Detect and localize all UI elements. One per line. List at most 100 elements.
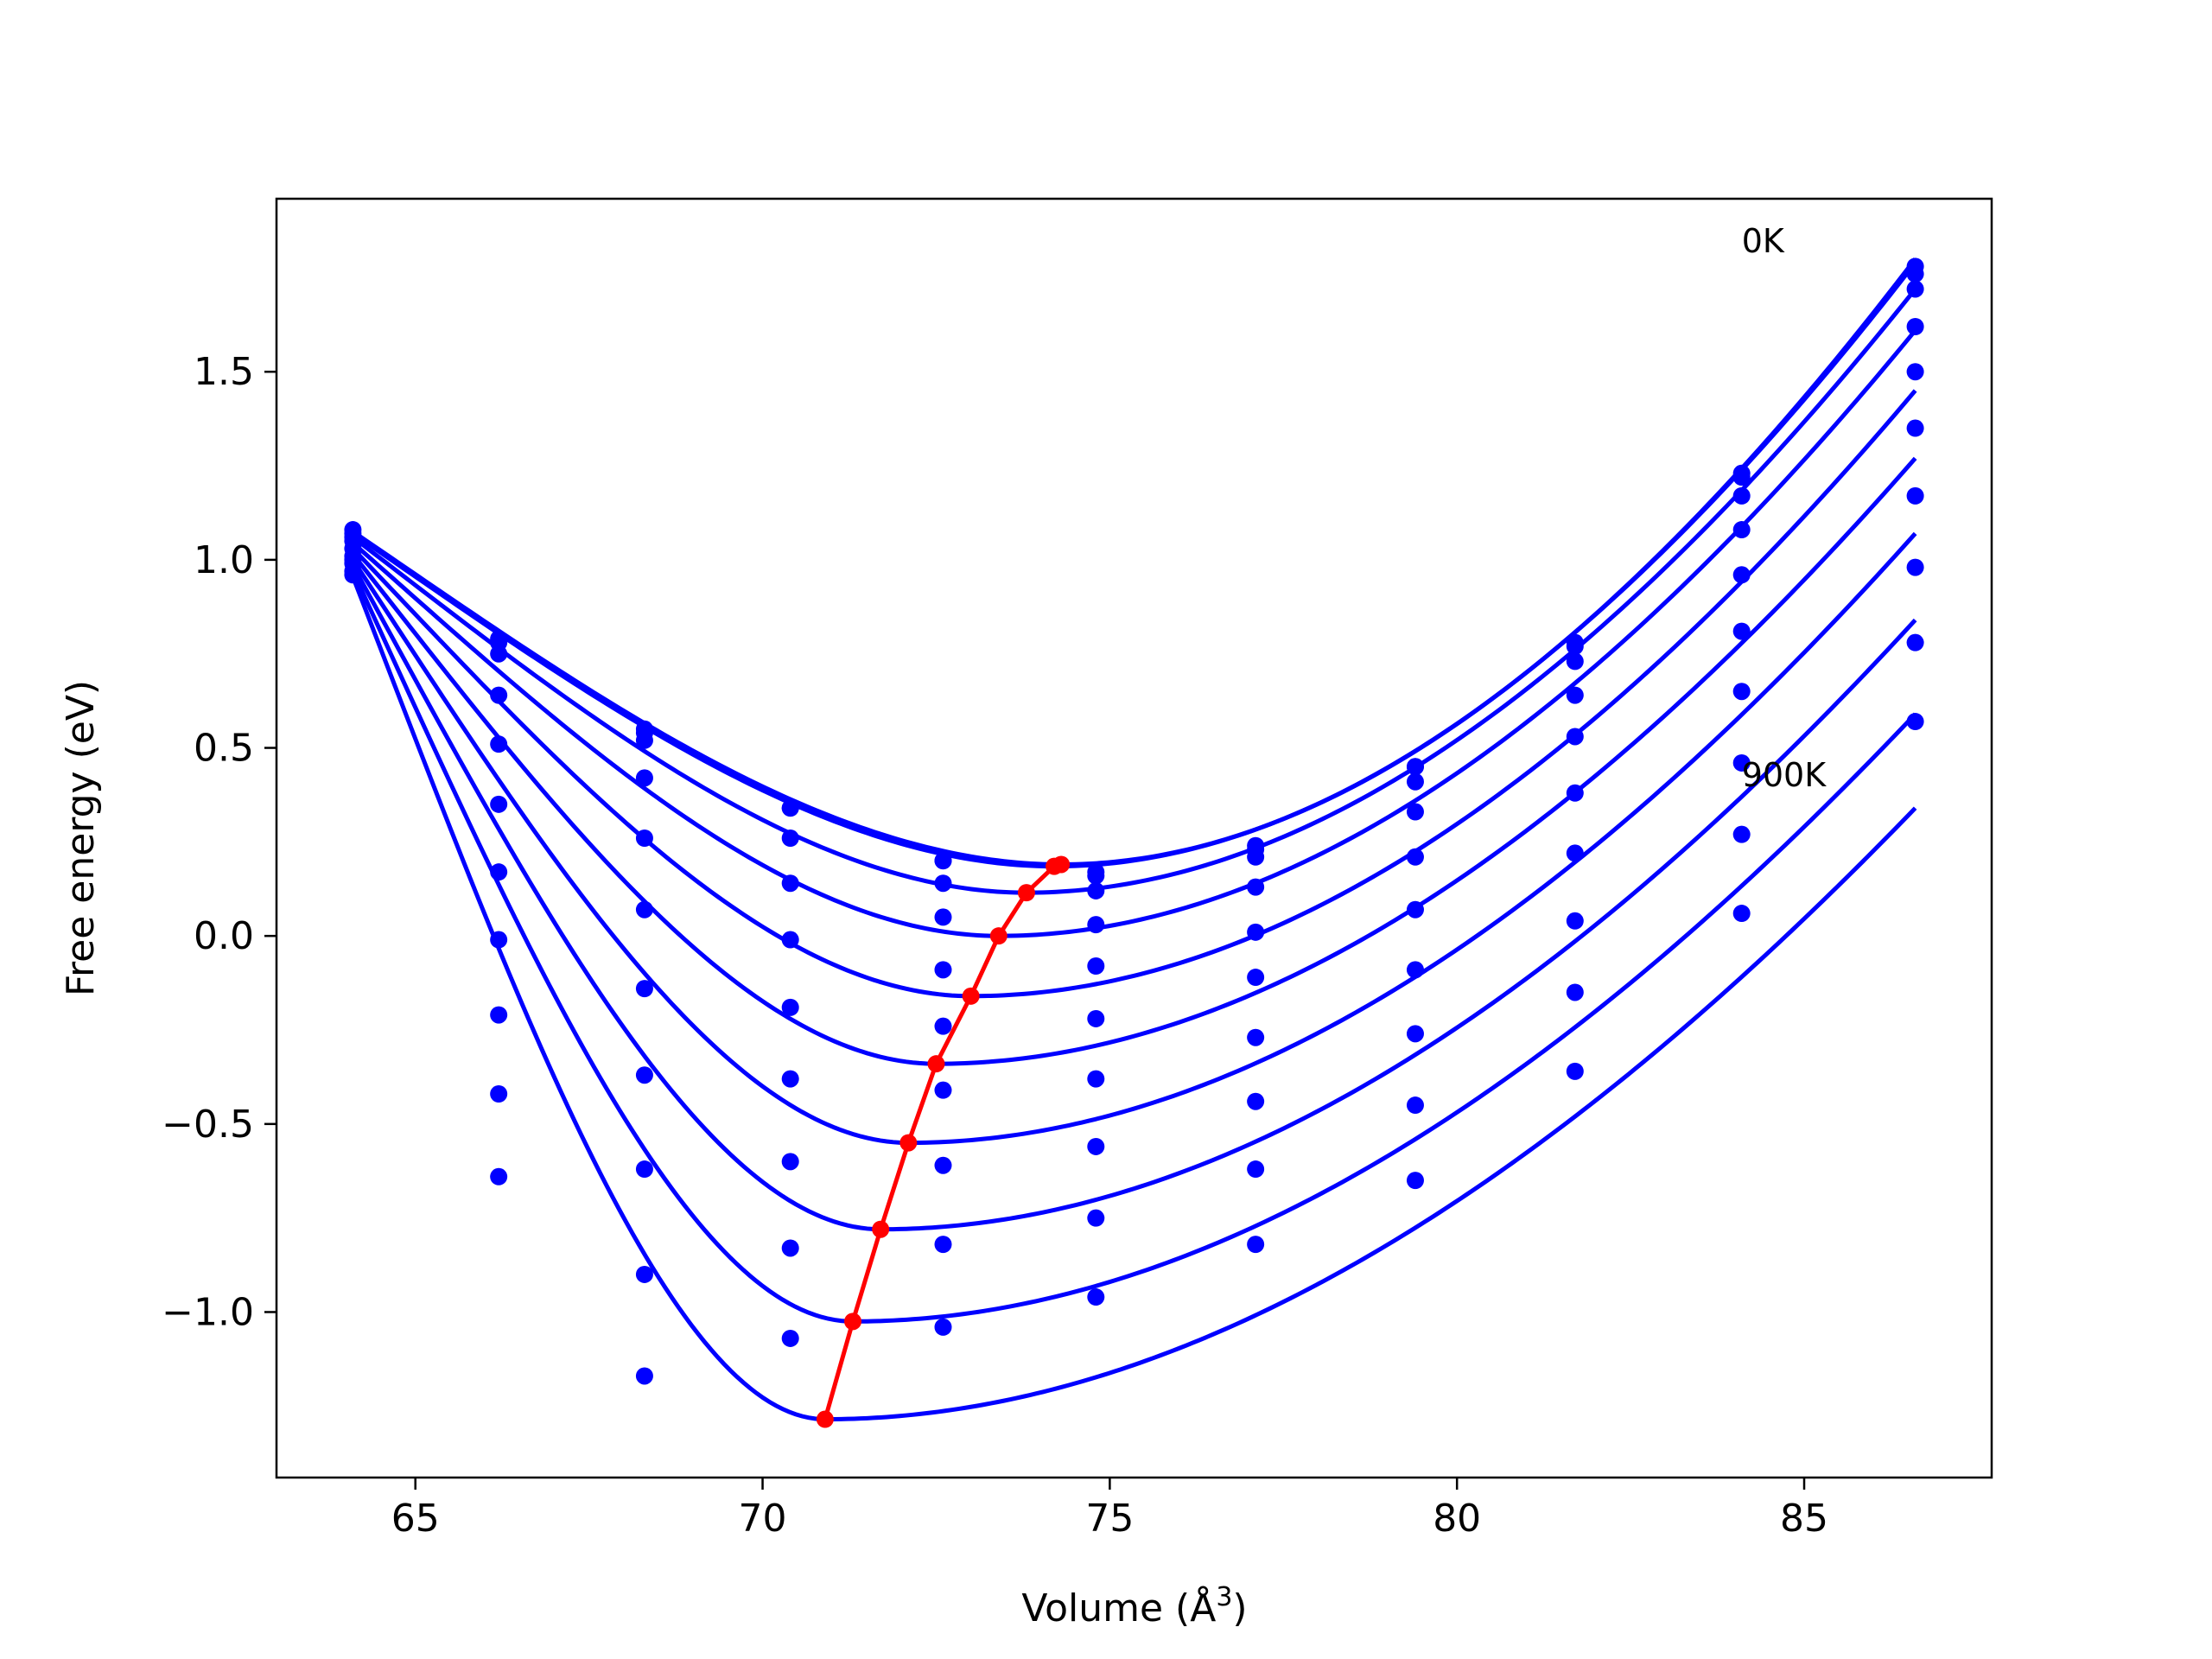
data-point [1087, 1009, 1105, 1027]
data-point [635, 1066, 653, 1084]
data-point [934, 1236, 952, 1254]
data-point [1247, 969, 1265, 987]
data-point [1247, 1028, 1265, 1046]
x-tick-label: 65 [391, 1497, 440, 1541]
data-point [1087, 957, 1105, 975]
data-point [1732, 468, 1751, 486]
fit-curve-9 [351, 569, 1917, 1324]
data-point [1732, 521, 1751, 539]
minimum-point [962, 987, 980, 1005]
data-point [934, 874, 952, 893]
data-point [1406, 772, 1424, 791]
data-point [1087, 881, 1105, 899]
minimum-point [816, 1410, 834, 1428]
minimum-point [899, 1134, 918, 1152]
fit-curves [351, 257, 1917, 1422]
data-point [344, 566, 362, 584]
data-point [635, 1160, 653, 1179]
data-point [1087, 1209, 1105, 1227]
data-point [934, 852, 952, 870]
data-point [490, 1085, 508, 1103]
data-point [1406, 1025, 1424, 1043]
temperature-annotation: 900K [1742, 756, 1827, 794]
y-tick-label: 1.0 [194, 538, 254, 582]
data-point [1087, 1070, 1105, 1088]
data-point [490, 1006, 508, 1024]
data-point [781, 1329, 799, 1347]
minimum-point [989, 927, 1007, 945]
data-point [635, 980, 653, 998]
data-point [1247, 878, 1265, 896]
minimum-point [1017, 884, 1035, 902]
data-point [1247, 1236, 1265, 1254]
data-point [934, 1081, 952, 1099]
data-point [1406, 1096, 1424, 1115]
fit-curve-8 [351, 564, 1917, 1232]
data-point [1732, 825, 1751, 843]
data-point [1247, 1160, 1265, 1179]
plot-frame [275, 197, 1993, 1479]
data-point [490, 686, 508, 704]
fit-curve-4 [351, 328, 1917, 938]
data-point [1732, 905, 1751, 923]
minimum-curve [816, 855, 1071, 1428]
data-point [1566, 1062, 1584, 1080]
temperature-annotation: 0K [1742, 222, 1785, 260]
x-tick-label: 70 [739, 1497, 787, 1541]
data-point [1906, 363, 1924, 381]
data-point [490, 863, 508, 881]
data-point [781, 830, 799, 847]
data-point [1566, 844, 1584, 862]
minimum-point [844, 1313, 862, 1331]
data-point [635, 1265, 653, 1283]
fit-curve-6 [351, 456, 1917, 1066]
y-axis-label: Free energy (eV) [59, 680, 103, 996]
data-point [781, 1070, 799, 1088]
data-point [1906, 419, 1924, 437]
data-point [490, 1167, 508, 1185]
y-axis-ticks: −1.0 −0.5 0.0 0.5 1.0 1.5 [162, 350, 276, 1334]
minimum-point [927, 1055, 945, 1073]
data-point [1406, 1172, 1424, 1190]
data-point [1406, 848, 1424, 866]
data-point [934, 1017, 952, 1035]
fit-curve-10 [351, 575, 1917, 1422]
minimum-point [1046, 857, 1064, 875]
data-point [635, 1367, 653, 1385]
y-tick-label: −0.5 [162, 1103, 254, 1147]
x-tick-label: 85 [1780, 1497, 1828, 1541]
minimum-curve-line [823, 862, 1062, 1421]
data-point [1566, 983, 1584, 1001]
data-point [1906, 486, 1924, 505]
data-point [1566, 912, 1584, 930]
data-points [344, 257, 1924, 1385]
data-point [1732, 753, 1751, 772]
data-point [1087, 863, 1105, 881]
data-point [1906, 318, 1924, 335]
data-point [1406, 803, 1424, 821]
data-point [635, 830, 653, 847]
x-tick-label: 75 [1085, 1497, 1134, 1541]
fit-curve-7 [351, 531, 1917, 1146]
data-point [1732, 566, 1751, 584]
fit-curve-2 [351, 261, 1917, 869]
data-point [1566, 652, 1584, 671]
data-point [1406, 961, 1424, 979]
x-axis-label: Volume (Å3) [1021, 1582, 1247, 1630]
data-point [1732, 486, 1751, 505]
data-point [781, 1153, 799, 1171]
y-tick-label: 0.5 [194, 727, 254, 771]
data-point [490, 931, 508, 949]
data-point [934, 908, 952, 926]
data-point [781, 799, 799, 817]
data-point [1406, 900, 1424, 918]
data-point [1566, 638, 1584, 655]
data-point [490, 795, 508, 813]
data-point [1732, 622, 1751, 640]
data-point [1906, 713, 1924, 731]
data-point [781, 1239, 799, 1257]
data-point [1906, 633, 1924, 652]
data-point [635, 900, 653, 918]
